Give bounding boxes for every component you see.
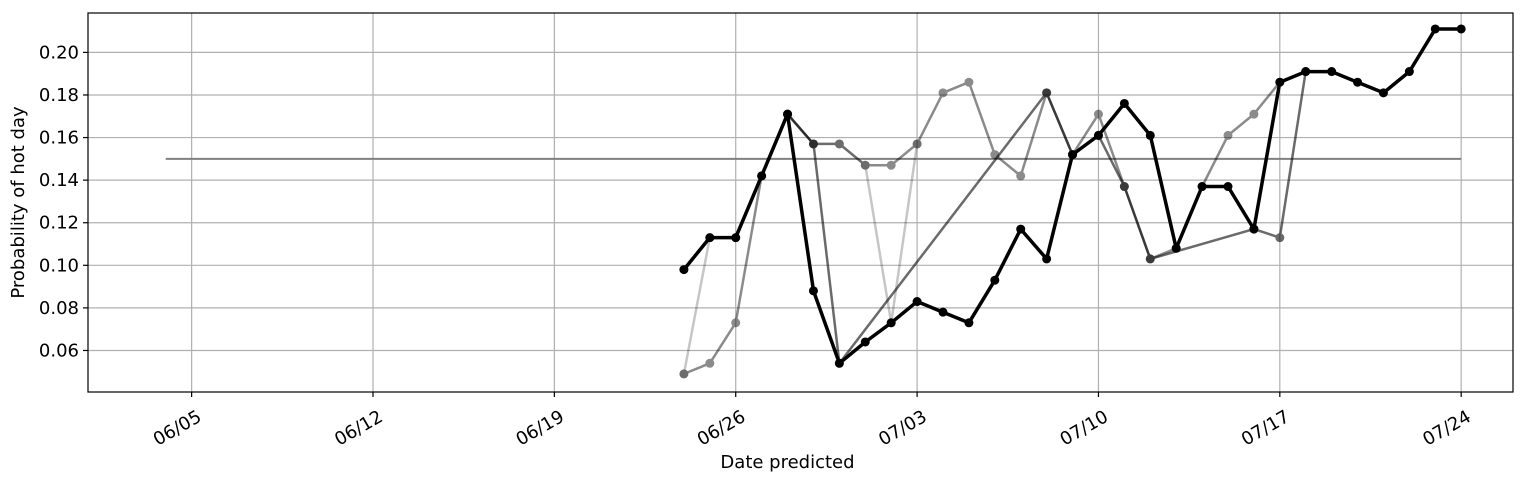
- data-point: [679, 369, 689, 379]
- x-tick-label: 07/17: [1238, 406, 1293, 450]
- x-tick-label: 06/19: [512, 406, 567, 450]
- x-tick-label: 06/26: [694, 406, 749, 450]
- data-point: [1119, 98, 1129, 108]
- series-3: [783, 67, 1311, 368]
- axis-ticks: 06/05 06/12 06/19 06/26 07/03 07/10 07/17 07/24…: [39, 42, 1475, 450]
- data-point: [1093, 130, 1103, 140]
- series-1: [679, 109, 922, 379]
- series-line: [786, 71, 1307, 365]
- x-tick-label: 06/12: [331, 406, 386, 450]
- data-point: [938, 307, 948, 317]
- data-point: [731, 233, 741, 243]
- data-point: [1223, 130, 1233, 140]
- x-tick-label: 06/05: [150, 406, 205, 450]
- data-point: [1093, 109, 1103, 119]
- data-point: [1275, 233, 1285, 243]
- data-point: [834, 139, 844, 149]
- x-axis-label: Date predicted: [720, 452, 854, 473]
- data-point: [938, 88, 948, 98]
- data-point: [1404, 67, 1414, 77]
- series-4: [679, 24, 1466, 368]
- data-point: [886, 318, 896, 328]
- data-point: [1145, 254, 1155, 264]
- data-point: [912, 297, 922, 307]
- y-tick-label: 0.10: [39, 255, 79, 276]
- data-point: [912, 139, 922, 149]
- y-tick-label: 0.14: [39, 170, 79, 191]
- x-tick-label: 07/10: [1057, 406, 1112, 450]
- data-point: [1456, 24, 1466, 34]
- data-point: [912, 139, 922, 149]
- data-point: [1042, 254, 1052, 264]
- grid: [88, 13, 1513, 392]
- data-point: [808, 286, 818, 296]
- data-point: [990, 275, 1000, 285]
- y-tick-label: 0.18: [39, 85, 79, 106]
- y-axis-label: Probability of hot day: [8, 106, 29, 299]
- data-point: [1430, 24, 1440, 34]
- data-point: [1353, 77, 1363, 87]
- x-tick-label: 07/24: [1419, 406, 1474, 450]
- data-point: [860, 160, 870, 170]
- series-group: [679, 24, 1466, 379]
- data-point: [808, 139, 818, 149]
- data-point: [1249, 109, 1259, 119]
- data-point: [1275, 77, 1285, 87]
- data-point: [860, 337, 870, 347]
- series-line: [683, 80, 1281, 376]
- data-point: [1016, 171, 1026, 181]
- data-point: [1042, 88, 1052, 98]
- y-tick-label: 0.08: [39, 298, 79, 319]
- data-point: [679, 369, 689, 379]
- data-point: [1327, 67, 1337, 77]
- data-point: [705, 358, 715, 368]
- data-point: [964, 318, 974, 328]
- x-tick-label: 07/03: [875, 406, 930, 450]
- data-point: [1249, 224, 1259, 234]
- data-point: [964, 77, 974, 87]
- y-tick-label: 0.12: [39, 213, 79, 234]
- data-point: [679, 265, 689, 275]
- data-point: [1197, 182, 1207, 192]
- data-point: [783, 109, 793, 119]
- data-point: [886, 160, 896, 170]
- data-point: [860, 160, 870, 170]
- series-2: [679, 77, 1285, 379]
- data-point: [731, 318, 741, 328]
- series-line: [682, 112, 919, 375]
- data-point: [1378, 88, 1388, 98]
- data-point: [705, 233, 715, 243]
- series-line: [682, 27, 1462, 366]
- data-point: [1223, 182, 1233, 192]
- data-point: [1068, 150, 1078, 160]
- data-point: [1119, 182, 1129, 192]
- data-point: [757, 171, 767, 181]
- data-point: [1016, 224, 1026, 234]
- y-tick-label: 0.20: [39, 42, 79, 63]
- data-point: [1145, 130, 1155, 140]
- data-point: [834, 358, 844, 368]
- data-point: [834, 139, 844, 149]
- plot-area-frame: [87, 12, 1514, 393]
- y-tick-label: 0.06: [39, 340, 79, 361]
- data-point: [1301, 67, 1311, 77]
- y-tick-label: 0.16: [39, 128, 79, 149]
- data-point: [1171, 243, 1181, 253]
